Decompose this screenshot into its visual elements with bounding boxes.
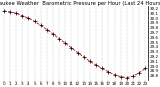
Title: Milwaukee Weather  Barometric Pressure per Hour (Last 24 Hours): Milwaukee Weather Barometric Pressure pe… <box>0 1 160 6</box>
